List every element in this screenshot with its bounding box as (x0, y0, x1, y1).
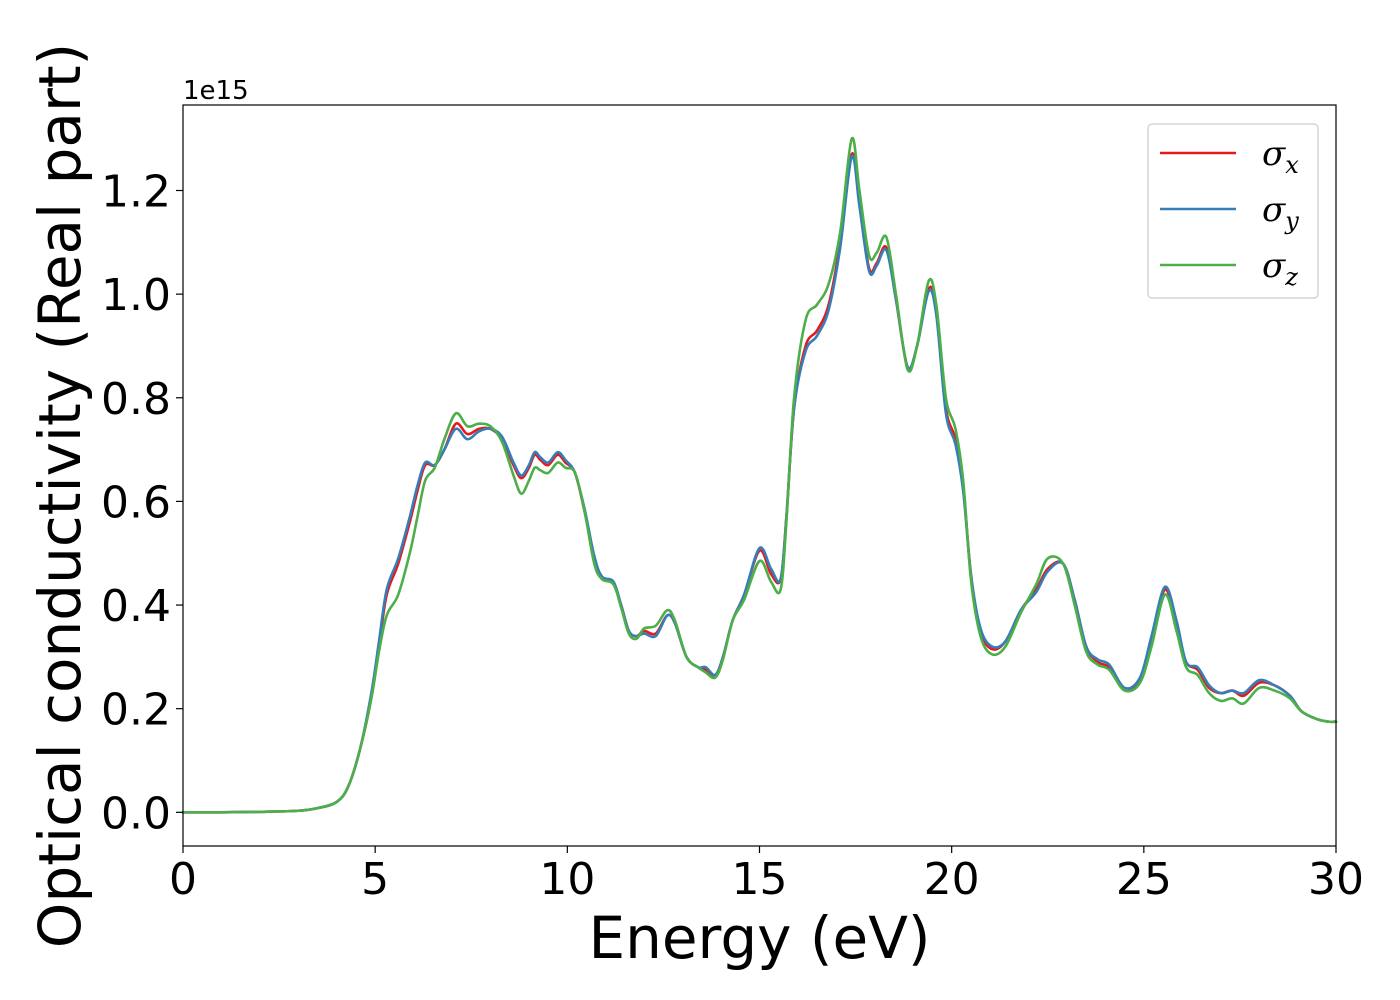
y-axis-label: Optical conductivity (Real part) (26, 43, 94, 948)
y-axis-ticks: 0.0 0.2 0.4 0.6 0.8 1.0 1.2 (101, 167, 183, 839)
x-tick-label: 25 (1116, 854, 1172, 905)
y-tick-label: 0.6 (101, 477, 171, 528)
series-line-z (181, 136, 1338, 814)
y-tick-label: 0.8 (101, 374, 171, 425)
x-tick-label: 30 (1308, 854, 1364, 905)
x-tick-label: 20 (924, 854, 980, 905)
y-tick-label: 1.2 (101, 167, 171, 218)
legend-subscript: z (1284, 263, 1298, 291)
x-axis-ticks: 0 5 10 15 20 25 30 (169, 846, 1364, 905)
series-layer (181, 136, 1338, 814)
legend-symbol: σ (1262, 134, 1286, 174)
legend-subscript: x (1285, 151, 1299, 179)
x-tick-label: 10 (539, 854, 595, 905)
y-tick-label: 0.0 (101, 788, 171, 839)
legend-symbol: σ (1262, 246, 1286, 286)
series-line-y (181, 154, 1338, 814)
y-tick-label: 0.4 (101, 581, 171, 632)
y-tick-label: 1.0 (101, 270, 171, 321)
x-tick-label: 0 (169, 854, 197, 905)
y-offset-text: 1e15 (183, 76, 249, 106)
x-tick-label: 15 (732, 854, 788, 905)
legend-label-x: σx (1262, 134, 1299, 179)
legend-box (1147, 123, 1319, 299)
legend-symbol: σ (1262, 190, 1286, 230)
legend-subscript: y (1284, 207, 1299, 235)
y-tick-label: 0.2 (101, 685, 171, 736)
x-axis-label: Energy (eV) (588, 904, 930, 972)
legend-label-z: σz (1262, 246, 1298, 291)
legend-label-y: σy (1262, 190, 1299, 235)
x-tick-label: 5 (361, 854, 389, 905)
